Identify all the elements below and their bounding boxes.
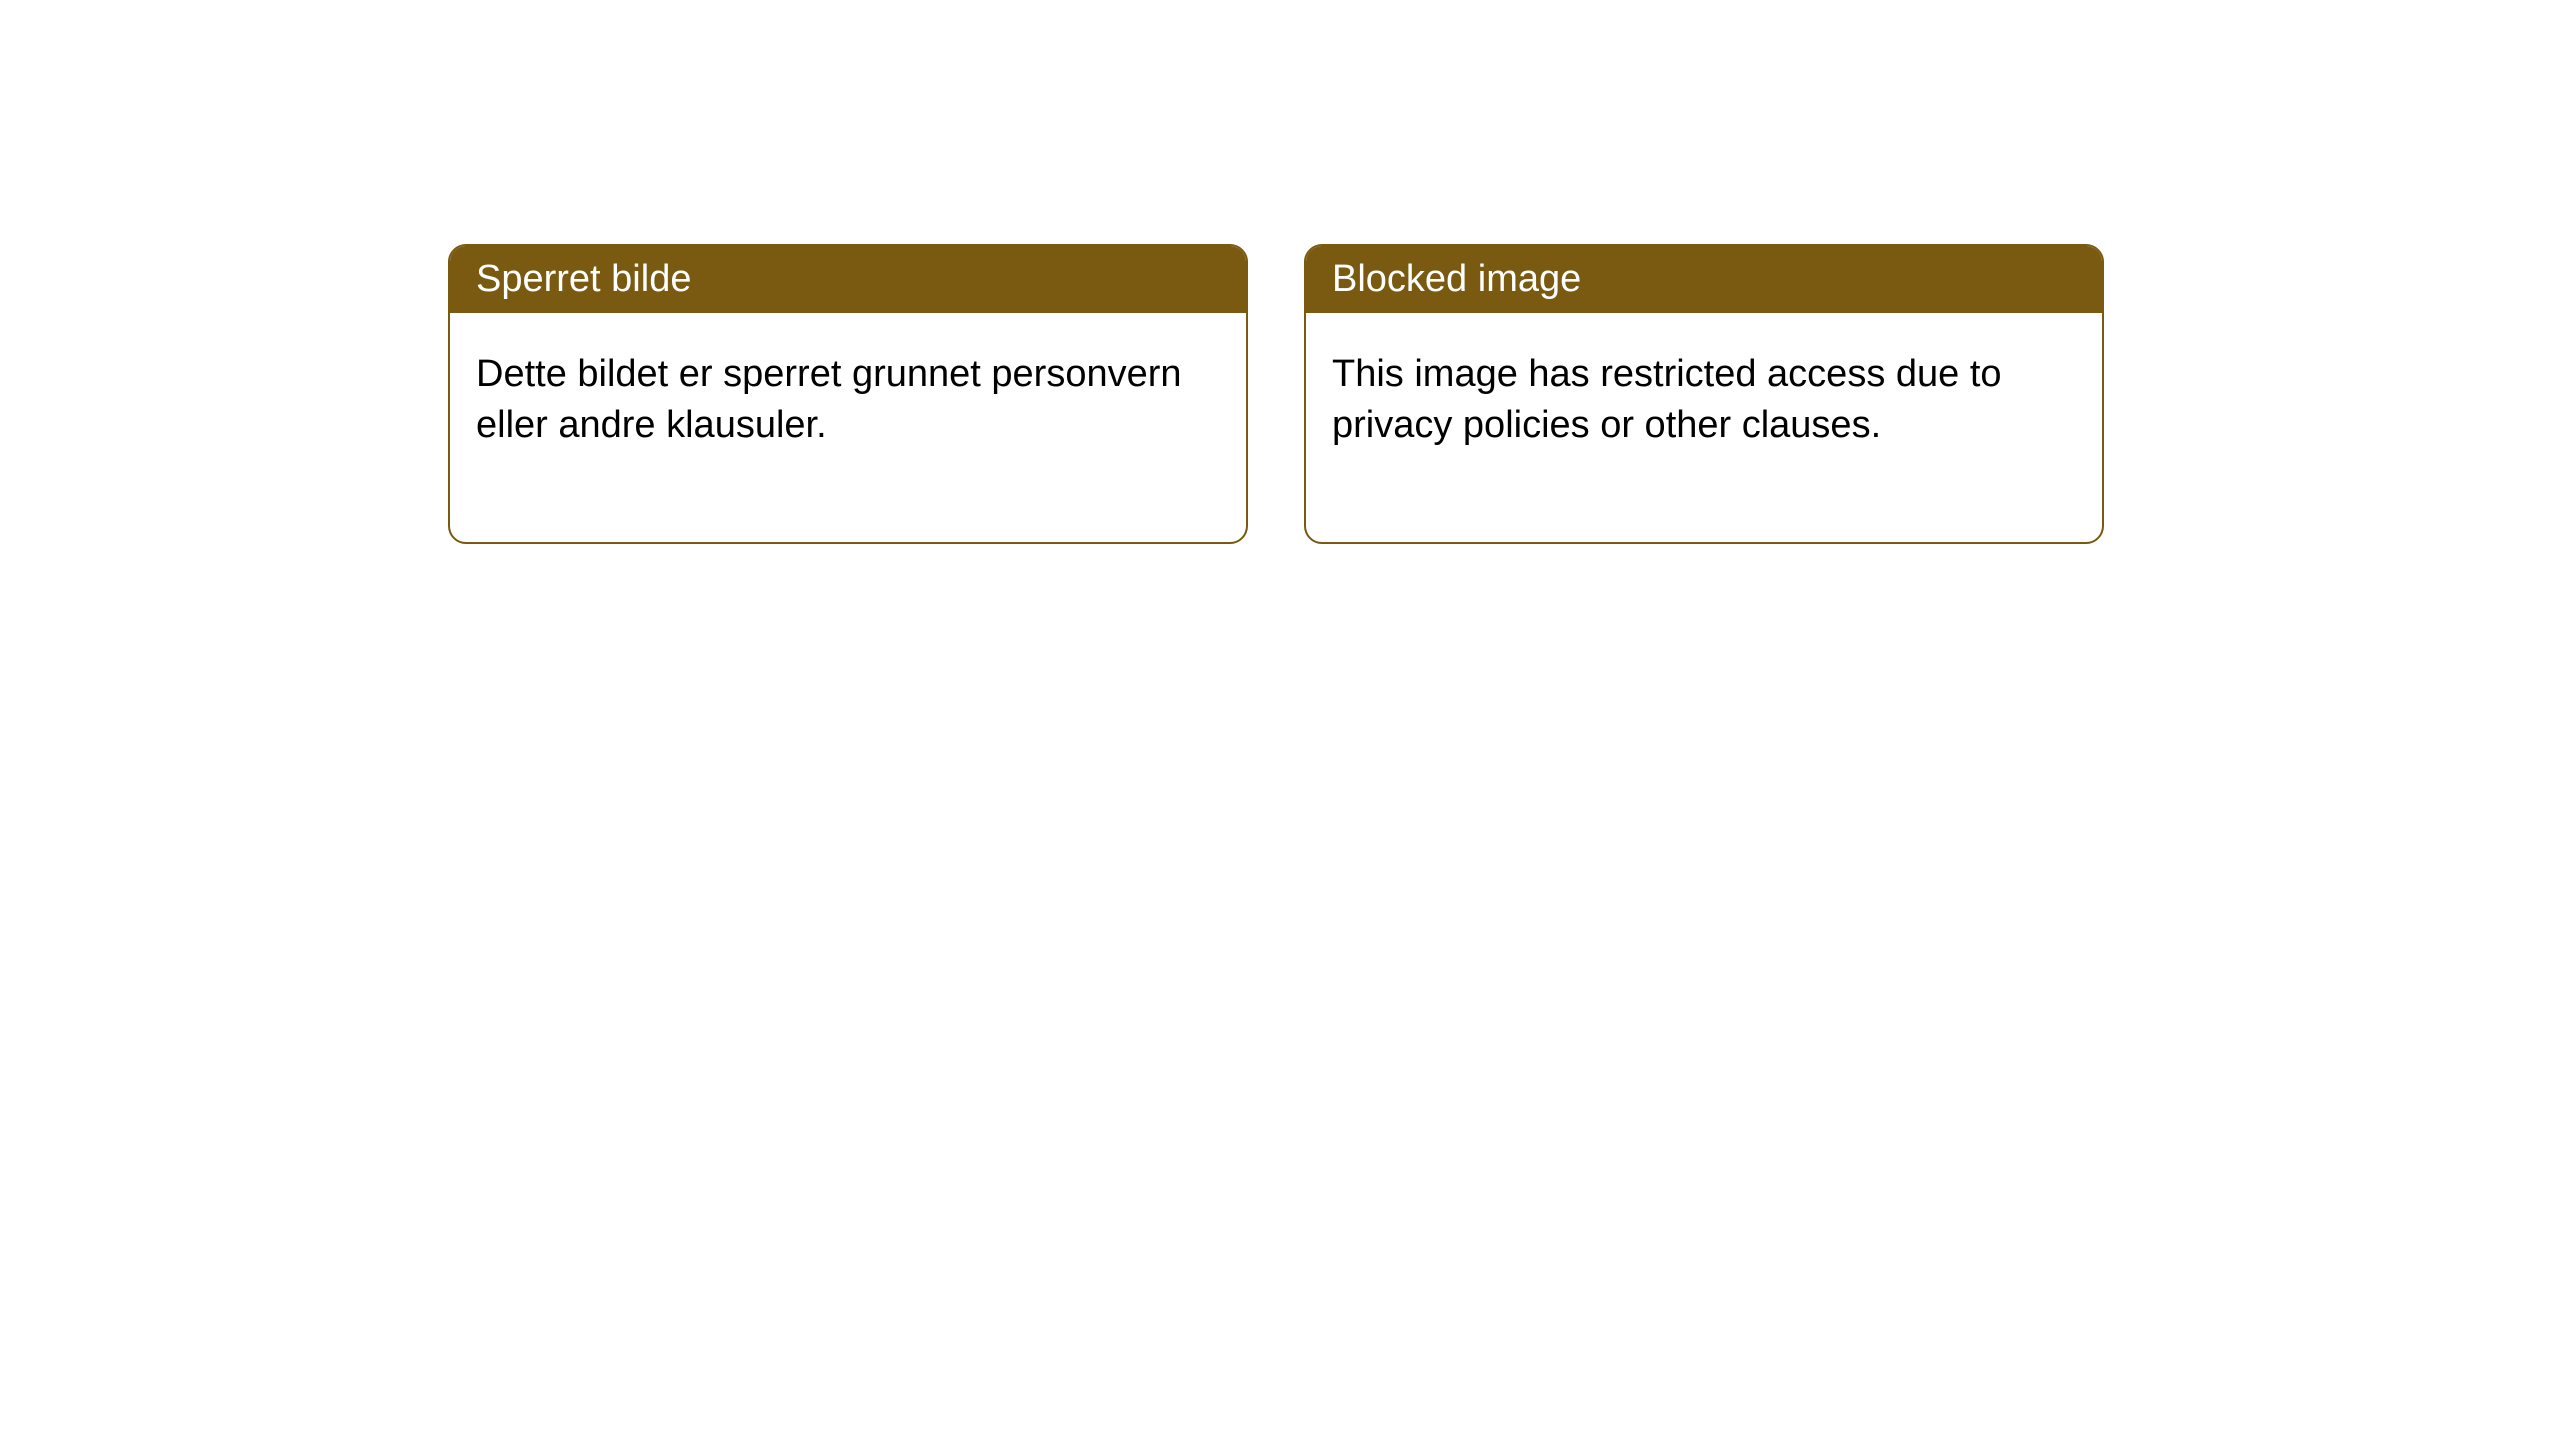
notice-card-norwegian: Sperret bilde Dette bildet er sperret gr… xyxy=(448,244,1248,544)
card-text: Dette bildet er sperret grunnet personve… xyxy=(476,349,1220,452)
card-body: This image has restricted access due to … xyxy=(1306,313,2102,542)
card-header: Sperret bilde xyxy=(450,246,1246,313)
card-header: Blocked image xyxy=(1306,246,2102,313)
notice-card-english: Blocked image This image has restricted … xyxy=(1304,244,2104,544)
card-title: Sperret bilde xyxy=(476,258,1220,301)
card-body: Dette bildet er sperret grunnet personve… xyxy=(450,313,1246,542)
notice-container: Sperret bilde Dette bildet er sperret gr… xyxy=(448,244,2104,544)
card-title: Blocked image xyxy=(1332,258,2076,301)
card-text: This image has restricted access due to … xyxy=(1332,349,2076,452)
